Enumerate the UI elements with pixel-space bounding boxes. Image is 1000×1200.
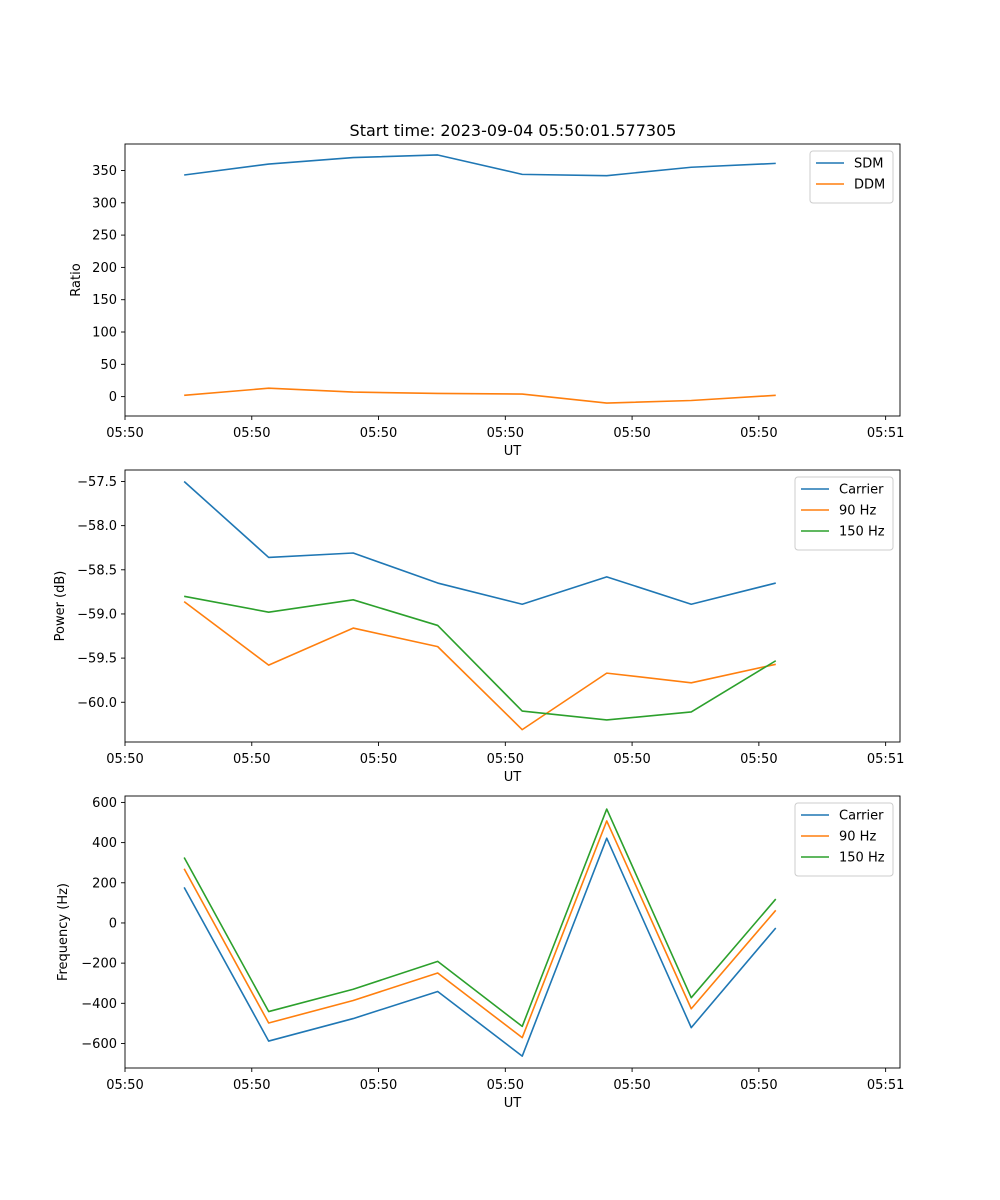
legend-label: 150 Hz <box>839 525 885 540</box>
legend-label: Carrier <box>839 809 884 824</box>
x-tick-label: 05:50 <box>106 426 143 441</box>
y-axis-label: Frequency (Hz) <box>56 883 71 981</box>
plot-1: 05:50 05:50 05:50 05:50 05:50 05:50 05:51 0 50 10… <box>69 143 904 459</box>
figure-title: Start time: 2023-09-04 05:50:01.577305 <box>350 121 677 140</box>
legend-label: 90 Hz <box>839 830 876 845</box>
y-tick-label: −60.0 <box>77 696 117 711</box>
x-axis-label: UT <box>504 770 522 785</box>
plot-2: 05:50 05:50 05:50 05:50 05:50 05:50 05:51 −60.0… <box>53 469 904 785</box>
series-line-90-hz <box>183 600 776 731</box>
series-line-carrier <box>183 837 777 1057</box>
y-tick-label: 0 <box>109 390 117 405</box>
y-axis-label: Ratio <box>69 263 84 296</box>
y-tick-label: 50 <box>100 358 117 373</box>
x-tick-label: 05:50 <box>360 426 397 441</box>
y-tick-label: 150 <box>92 293 117 308</box>
x-tick-label: 05:50 <box>233 1078 270 1093</box>
y-tick-label: 0 <box>109 916 117 931</box>
y-tick-label: −200 <box>81 957 117 972</box>
y-tick-label: −600 <box>81 1037 117 1052</box>
x-tick-label: 05:50 <box>487 426 524 441</box>
y-tick-label: −59.5 <box>77 652 117 667</box>
x-tick-label: 05:51 <box>867 1078 904 1093</box>
series-line-sdm <box>184 154 776 177</box>
series-line-90-hz <box>183 820 777 1039</box>
y-tick-label: −58.5 <box>77 563 117 578</box>
plot-3: 05:50 05:50 05:50 05:50 05:50 05:50 05:51 −600 −… <box>56 795 904 1111</box>
x-tick-label: 05:50 <box>233 752 270 767</box>
y-tick-label: 250 <box>92 229 117 244</box>
series-line-ddm <box>184 387 776 404</box>
y-tick-label: 200 <box>92 876 117 891</box>
series-line-150-hz <box>184 595 777 721</box>
y-tick-label: 100 <box>92 326 117 341</box>
y-axis-label: Power (dB) <box>53 571 68 642</box>
x-tick-label: 05:50 <box>740 426 777 441</box>
legend: SDM DDM <box>809 150 894 204</box>
x-tick-label: 05:51 <box>867 752 904 767</box>
y-tick-label: 350 <box>92 164 117 179</box>
x-axis-label: UT <box>504 1096 522 1111</box>
legend-label: 150 Hz <box>839 851 885 866</box>
x-tick-label: 05:50 <box>613 1078 650 1093</box>
axes-frame <box>124 795 901 1069</box>
x-tick-label: 05:50 <box>233 426 270 441</box>
plots-container: 05:50 05:50 05:50 05:50 05:50 05:50 05:51 0 50 10… <box>53 143 904 1111</box>
x-tick-label: 05:50 <box>360 1078 397 1093</box>
series-line-carrier <box>183 480 776 606</box>
y-tick-label: 600 <box>92 796 117 811</box>
y-tick-label: −400 <box>81 997 117 1012</box>
y-tick-label: −58.0 <box>77 519 117 534</box>
series-line-150-hz <box>183 808 777 1028</box>
y-tick-label: −57.5 <box>77 475 117 490</box>
legend-label: 90 Hz <box>839 504 876 519</box>
y-tick-label: 200 <box>92 261 117 276</box>
axes-frame <box>124 143 901 417</box>
legend-label: SDM <box>854 157 883 172</box>
x-tick-label: 05:50 <box>487 1078 524 1093</box>
x-tick-label: 05:50 <box>613 752 650 767</box>
x-tick-label: 05:50 <box>487 752 524 767</box>
y-tick-label: 300 <box>92 196 117 211</box>
x-axis-label: UT <box>504 444 522 459</box>
x-tick-label: 05:51 <box>867 426 904 441</box>
y-tick-label: 400 <box>92 836 117 851</box>
x-tick-label: 05:50 <box>360 752 397 767</box>
legend-label: Carrier <box>839 483 884 498</box>
legend-box <box>809 150 894 204</box>
legend-label: DDM <box>854 178 885 193</box>
x-tick-label: 05:50 <box>106 1078 143 1093</box>
legend: Carrier 90 Hz 150 Hz <box>794 476 894 551</box>
x-tick-label: 05:50 <box>106 752 143 767</box>
legend: Carrier 90 Hz 150 Hz <box>794 802 894 877</box>
x-tick-label: 05:50 <box>740 752 777 767</box>
y-tick-label: −59.0 <box>77 607 117 622</box>
x-tick-label: 05:50 <box>613 426 650 441</box>
x-tick-label: 05:50 <box>740 1078 777 1093</box>
axes-frame <box>124 469 901 743</box>
